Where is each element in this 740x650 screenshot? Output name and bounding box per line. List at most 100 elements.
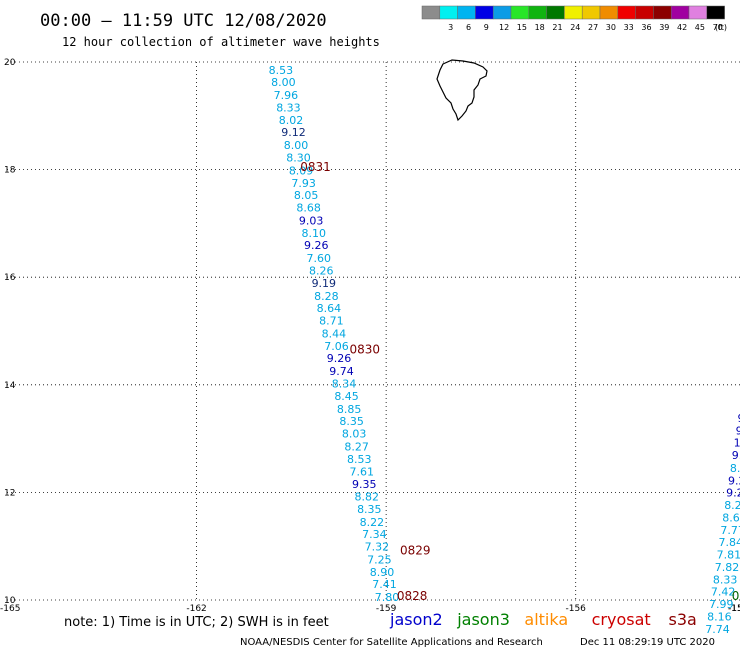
- colorbar-swatch: [617, 5, 636, 20]
- colorbar-tick-label: 42: [677, 23, 687, 32]
- colorbar-swatch: [581, 5, 601, 20]
- wave-height-label: 7.41: [372, 578, 397, 591]
- colorbar-tick-label: 6: [466, 23, 471, 32]
- wave-height-label: 7.96: [274, 89, 299, 102]
- colorbar-swatch: [475, 5, 494, 20]
- wave-height-label: 7.93: [291, 177, 316, 190]
- wave-height-label: 8.64: [722, 511, 740, 524]
- wave-height-label: 8.85: [337, 403, 362, 416]
- colorbar-tick-label: 3: [448, 23, 453, 32]
- mission-name-cryosat: cryosat: [592, 610, 651, 629]
- colorbar-tick-label: 30: [606, 23, 616, 32]
- pass-time-label: 0830: [349, 343, 380, 357]
- wave-height-label: 9.16: [732, 449, 740, 462]
- colorbar-swatch: [688, 5, 708, 20]
- colorbar-tick-label: 12: [499, 23, 509, 32]
- wave-height-label: 8.27: [344, 440, 369, 453]
- wave-height-label: 10.15: [734, 437, 740, 450]
- colorbar-swatch: [439, 5, 458, 20]
- credit-text: NOAA/NESDIS Center for Satellite Applica…: [240, 637, 543, 648]
- wave-height-label: 8.09: [289, 164, 314, 177]
- colorbar-tick-label: 9: [484, 23, 489, 32]
- wave-height-label: 8.02: [279, 114, 304, 127]
- wave-height-label: 7.34: [362, 528, 387, 541]
- wave-height-label: 7.99: [709, 598, 734, 611]
- wave-height-label: 9.12: [281, 126, 306, 139]
- wave-height-label: 8.82: [355, 490, 380, 503]
- wave-height-label: 7.25: [367, 553, 392, 566]
- colorbar-swatch: [670, 5, 690, 20]
- y-tick-label: 14: [4, 381, 16, 391]
- x-tick-label: -159: [376, 604, 397, 614]
- colorbar-swatch: [564, 5, 583, 20]
- track-1-labels: 8.538.007.968.338.029.128.008.308.097.93…: [269, 64, 400, 604]
- colorbar-swatch: [599, 5, 619, 20]
- colorbar-unit: (ft): [715, 23, 727, 32]
- x-tick-label: -15: [728, 604, 740, 614]
- colorbar-swatch: [528, 5, 547, 20]
- wave-height-label: 8.35: [357, 503, 382, 516]
- colorbar-tick-label: 39: [659, 23, 669, 32]
- wave-height-label: 8.30: [286, 152, 311, 165]
- pass-time-label: 0829: [400, 543, 431, 557]
- wave-height-label: 7.82: [715, 561, 740, 574]
- wave-height-label: 8.33: [713, 573, 738, 586]
- wave-height-label: 7.84: [719, 536, 740, 549]
- y-tick-label: 12: [4, 488, 15, 498]
- wave-height-label: 8.41: [730, 462, 740, 475]
- note-text: note: 1) Time is in UTC; 2) SWH is in fe…: [64, 615, 329, 630]
- mission-name-altika: altika: [524, 610, 568, 629]
- colorbar-swatch: [492, 5, 512, 20]
- colorbar-tick-label: 21: [552, 23, 562, 32]
- colorbar-swatch: [510, 5, 530, 20]
- colorbar-swatch: [457, 5, 476, 20]
- wave-height-label: 8.35: [339, 415, 364, 428]
- wave-height-label: 7.77: [720, 524, 740, 537]
- colorbar-tick-label: 18: [535, 23, 545, 32]
- wave-height-label: 8.25: [724, 499, 740, 512]
- wave-height-label: 7.06: [324, 340, 349, 353]
- wave-height-label: 9.26: [327, 352, 352, 365]
- wave-height-label: 8.03: [342, 428, 367, 441]
- wave-height-label: 8.53: [269, 64, 294, 77]
- y-tick-label: 18: [4, 166, 16, 176]
- wave-height-label: 8.71: [319, 315, 344, 328]
- mission-name-s3a: s3a: [669, 610, 697, 629]
- y-tick-label: 10: [4, 596, 16, 606]
- wave-height-label: 8.00: [284, 139, 309, 152]
- colorbar-tick-label: 70: [713, 23, 723, 32]
- pass-time-label: 0831: [300, 160, 331, 174]
- pass-time-label: 0531: [732, 589, 740, 603]
- colorbar-tick-label: 27: [588, 23, 598, 32]
- wave-height-label: 8.00: [271, 76, 296, 89]
- wave-height-label: 9.03: [299, 214, 324, 227]
- wave-height-label: 9.50: [736, 424, 740, 437]
- colorbar-tick-label: 36: [641, 23, 651, 32]
- colorbar-swatch: [421, 5, 441, 20]
- colorbar-tick-label: 33: [624, 23, 634, 32]
- x-tick-label: -153: [728, 604, 740, 614]
- chart-subtitle: 12 hour collection of altimeter wave hei…: [62, 35, 380, 49]
- colorbar-tick-label: 45: [695, 23, 705, 32]
- wave-height-label: 8.26: [309, 265, 334, 278]
- x-tick-label: -162: [186, 604, 206, 614]
- colorbar-swatch: [706, 5, 725, 20]
- colorbar-swatch: [653, 5, 672, 20]
- wave-height-label: 8.64: [317, 302, 342, 315]
- wave-height-label: 9.74: [329, 365, 354, 378]
- chart-title: 00:00 – 11:59 UTC 12/08/2020: [40, 11, 327, 31]
- mission-legend: jason2 jason3 altika cryosat s3a: [389, 610, 697, 629]
- wave-height-label: 7.61: [349, 466, 374, 479]
- wave-height-label: 9.20: [728, 474, 740, 487]
- wave-height-label: 9.26: [304, 239, 329, 252]
- axis-ticks: 20 18 16 14 12 10-165 -162 -159 -156 -153-15: [0, 58, 740, 614]
- wave-height-label: 9.35: [352, 478, 377, 491]
- plot-grid: [7, 61, 740, 601]
- wave-height-label: 8.28: [314, 290, 339, 303]
- wave-height-label: 8.90: [370, 566, 395, 579]
- wave-height-label: 7.81: [717, 549, 740, 562]
- timestamp-text: Dec 11 08:29:19 UTC 2020: [580, 637, 715, 648]
- colorbar-legend: 3 6 9 12 15 18 21 24 27 30 33 36 39 42 45 70: [421, 5, 725, 32]
- wave-height-label: 7.80: [375, 591, 400, 604]
